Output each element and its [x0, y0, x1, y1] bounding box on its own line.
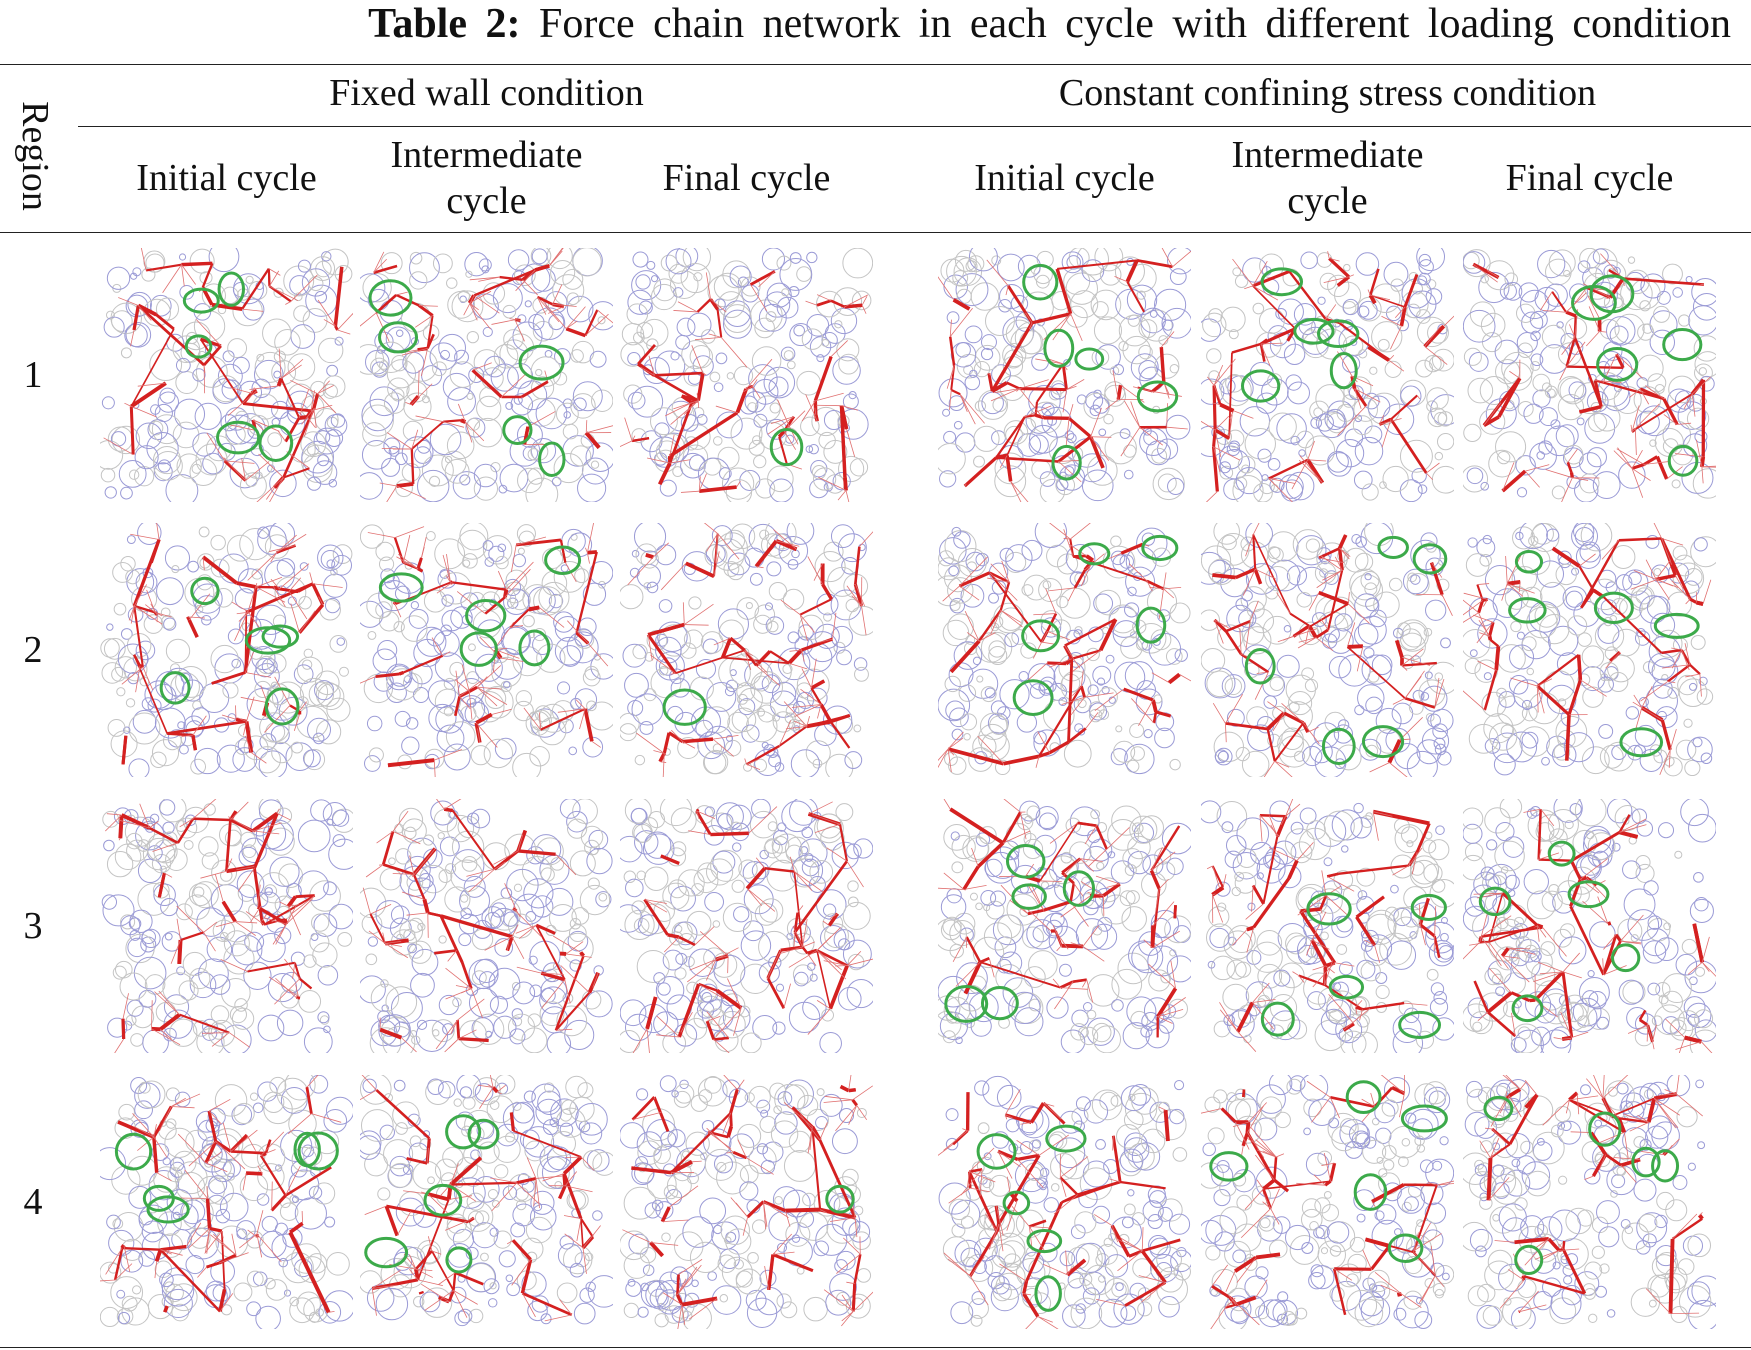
sub-header: Initial cycle	[136, 157, 317, 199]
caption-text: Force chain network in each cycle with d…	[538, 1, 1731, 47]
row-label: 3	[23, 905, 43, 947]
caption-label: Table 2:	[368, 1, 521, 47]
sub-header: Intermediate cycle	[390, 134, 583, 222]
force-chain-image	[1201, 248, 1454, 502]
force-chain-image	[938, 799, 1191, 1053]
sub-header: Intermediate cycle	[1231, 134, 1424, 222]
force-chain-image	[360, 523, 613, 777]
force-chain-image	[620, 1075, 873, 1329]
force-chain-image	[1463, 248, 1716, 502]
force-chain-image	[100, 1075, 353, 1329]
caption: Table 2: Force chain network in each cyc…	[368, 0, 1731, 48]
top-rule	[0, 64, 1751, 65]
force-chain-image	[100, 248, 353, 502]
sub-header: Final cycle	[662, 157, 831, 199]
force-chain-image	[360, 799, 613, 1053]
force-chain-image	[1463, 523, 1716, 777]
group-header: Fixed wall condition	[329, 72, 644, 114]
force-chain-image	[101, 799, 353, 1053]
force-chain-image	[620, 523, 873, 777]
force-chain-image	[360, 248, 613, 502]
header-rule	[0, 232, 1751, 233]
force-chain-image	[938, 248, 1191, 502]
force-chain-image	[1201, 1075, 1454, 1329]
force-chain-image	[1463, 799, 1716, 1053]
force-chain-image	[620, 248, 873, 502]
force-chain-image	[1201, 523, 1454, 777]
sub-header: Initial cycle	[974, 157, 1155, 199]
force-chain-image	[360, 1075, 613, 1327]
row-label: 1	[23, 354, 43, 396]
group-rule	[78, 126, 1751, 127]
force-chain-image	[100, 523, 353, 777]
sub-header: Final cycle	[1505, 157, 1674, 199]
bottom-rule	[0, 1347, 1751, 1348]
force-chain-image	[938, 523, 1191, 776]
force-chain-image	[1463, 1075, 1716, 1329]
row-label: 4	[23, 1181, 43, 1223]
group-header: Constant confining stress condition	[1058, 72, 1597, 114]
force-chain-image	[620, 799, 873, 1053]
row-label: 2	[23, 629, 43, 671]
region-header: Region	[14, 101, 56, 211]
force-chain-image	[1201, 799, 1454, 1053]
force-chain-image	[938, 1075, 1191, 1329]
